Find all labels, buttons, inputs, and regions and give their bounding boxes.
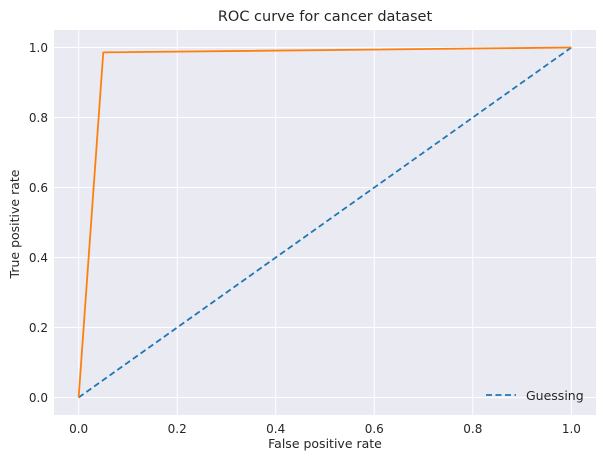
x-tick-label: 0.4	[266, 422, 285, 436]
x-axis-label: False positive rate	[268, 436, 382, 451]
chart-title: ROC curve for cancer dataset	[218, 9, 433, 25]
series-layer	[77, 46, 572, 399]
y-tick-label: 0.0	[29, 391, 48, 405]
legend: Guessing	[486, 388, 584, 403]
x-tick-label: 0.2	[168, 422, 187, 436]
roc-curve-line	[77, 46, 572, 398]
y-tick-label: 1.0	[29, 41, 48, 55]
y-tick-label: 0.2	[29, 321, 48, 335]
x-tick-labels: 0.0 0.2 0.4 0.6 0.8 1.0	[69, 422, 581, 436]
x-tick-label: 1.0	[562, 422, 581, 436]
y-tick-labels: 0.0 0.2 0.4 0.6 0.8 1.0	[29, 41, 48, 405]
guessing-line	[78, 46, 572, 399]
y-tick-label: 0.8	[29, 111, 48, 125]
legend-label-guessing: Guessing	[526, 388, 584, 403]
x-tick-label: 0.0	[69, 422, 88, 436]
y-tick-label: 0.6	[29, 181, 48, 195]
grid	[54, 30, 596, 415]
x-tick-label: 0.8	[463, 422, 482, 436]
y-tick-label: 0.4	[29, 251, 48, 265]
x-tick-label: 0.6	[365, 422, 384, 436]
y-axis-label: True positive rate	[7, 169, 22, 279]
